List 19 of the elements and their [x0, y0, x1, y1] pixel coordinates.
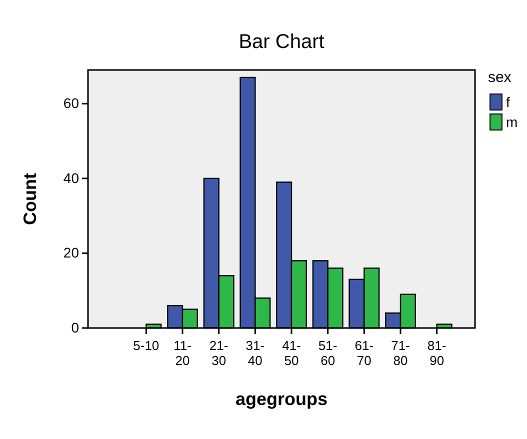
x-tick-label: 71-80: [391, 338, 410, 368]
x-tick-label: 51-60: [318, 338, 338, 368]
x-tick-label: 5-10: [133, 338, 160, 353]
legend-label: m: [506, 114, 518, 130]
y-tick-label: 0: [71, 319, 80, 336]
x-tick-label: 41-50: [282, 338, 301, 368]
legend-label: f: [506, 94, 510, 110]
x-tick-label: 61-70: [354, 338, 374, 368]
y-tick-label: 20: [63, 244, 80, 261]
legend-title: sex: [488, 69, 512, 86]
y-tick-label: 40: [63, 170, 80, 186]
x-axis-title: agegroups: [235, 389, 328, 409]
y-axis-title: Count: [20, 173, 40, 225]
y-tick-label: 60: [63, 95, 80, 112]
x-tick-label: 31-40: [246, 338, 265, 368]
chart-title: Bar Chart: [238, 31, 325, 53]
x-tick-label: 11-20: [174, 338, 192, 368]
x-tick-label: 81-90: [427, 338, 446, 368]
x-tick-label: 21-30: [209, 338, 228, 368]
